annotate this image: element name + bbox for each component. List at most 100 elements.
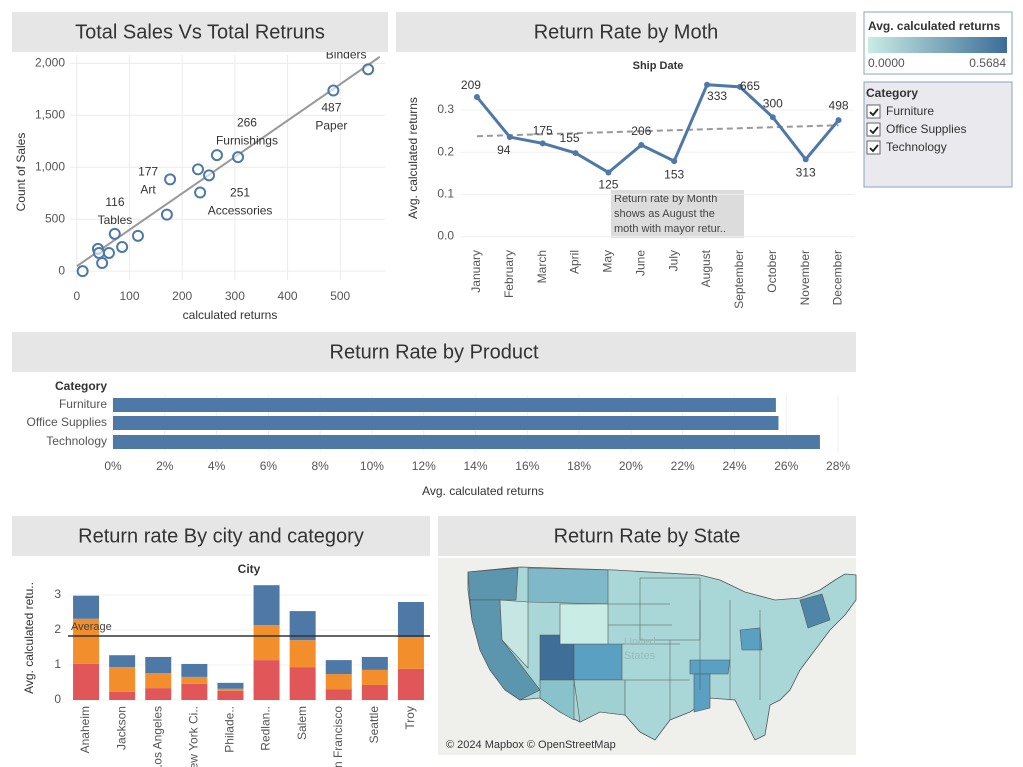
chart-title: Return Rate by Product: [330, 341, 539, 363]
x-tick-label: 10%: [360, 459, 384, 473]
y-tick-label: Furniture: [59, 397, 107, 411]
map-attribution: © 2024 Mapbox © OpenStreetMap: [446, 739, 616, 751]
x-tick-label: 0%: [104, 459, 122, 473]
bar-segment: [217, 690, 244, 700]
state-shape: [539, 679, 575, 721]
checkbox[interactable]: [866, 140, 881, 155]
x-tick-label: June: [633, 250, 647, 276]
bar-segment: [73, 663, 100, 700]
bar-segment: [325, 674, 352, 690]
checkmark: [869, 144, 879, 153]
point: [327, 84, 340, 97]
data-label: 94: [497, 143, 511, 157]
data-label: 498: [829, 98, 849, 112]
state-shape: [527, 567, 609, 605]
filter-item[interactable]: Furniture: [886, 104, 934, 118]
data-label: 333: [707, 89, 727, 103]
title-bar: [12, 332, 856, 372]
bar-segment: [217, 682, 244, 689]
bar-segment: [73, 618, 100, 664]
x-tick-label: 8%: [311, 459, 329, 473]
x-tick-label: 6%: [260, 459, 278, 473]
point: [76, 265, 89, 278]
x-axis-label: Avg. calculated returns: [422, 484, 544, 498]
x-tick-label: Redlan..: [259, 706, 273, 751]
x-tick-label: 20%: [619, 459, 643, 473]
legend-max: 0.5684: [969, 56, 1006, 70]
annotation-text: Return rate by Month: [614, 193, 717, 205]
point: [769, 114, 776, 121]
x-tick-label: Salem: [295, 706, 309, 740]
x-tick-label: October: [765, 250, 779, 293]
point: [108, 227, 121, 240]
point: [605, 169, 612, 176]
x-tick-label: September: [732, 250, 746, 309]
bar-segment: [181, 676, 208, 684]
bar-segment: [109, 667, 136, 692]
y-tick-label: 1,000: [35, 159, 65, 173]
filter-item[interactable]: Technology: [886, 140, 947, 154]
filter-item[interactable]: Office Supplies: [886, 122, 967, 136]
data-label: 175: [533, 124, 553, 138]
bar: [113, 398, 776, 412]
x-tick-label: 12%: [412, 459, 436, 473]
point: [704, 81, 711, 88]
data-label: 153: [664, 167, 684, 181]
state-shape: [499, 599, 529, 669]
reference-label: Average: [71, 621, 112, 633]
point-value-label: 266: [237, 115, 257, 129]
data-label: 313: [796, 166, 816, 180]
point: [102, 246, 115, 259]
y-axis-label: Avg. calculated returns: [406, 97, 420, 219]
annotation-text: shows as August the: [614, 208, 715, 220]
bar-segment: [253, 625, 280, 661]
bar-segment: [361, 684, 388, 700]
point: [192, 163, 205, 176]
point: [572, 150, 579, 157]
point: [802, 156, 809, 163]
x-tick-label: February: [502, 250, 516, 298]
bar-segment: [253, 660, 280, 700]
x-tick-label: Los Angeles: [150, 706, 164, 767]
data-label: 155: [560, 131, 580, 145]
bar-segment: [109, 655, 136, 668]
point-label: Tables: [98, 213, 133, 227]
checkmark: [869, 108, 879, 117]
bar-segment: [325, 660, 352, 675]
point: [203, 169, 216, 182]
bar-segment: [397, 637, 424, 669]
bar-segment: [289, 667, 316, 700]
y-tick-label: 1,500: [35, 107, 65, 121]
y-tick-label: 0.1: [437, 187, 454, 201]
point: [232, 151, 245, 164]
x-tick-label: 300: [225, 289, 245, 303]
bar-segment: [289, 640, 316, 668]
point: [671, 158, 678, 165]
filter-box: [863, 81, 1013, 188]
x-tick-label: 14%: [464, 459, 488, 473]
color-gradient: [868, 37, 1007, 53]
checkbox[interactable]: [866, 104, 881, 119]
point: [160, 208, 173, 221]
filter-title: Category: [866, 86, 918, 100]
checkbox[interactable]: [866, 122, 881, 137]
legend-min: 0.0000: [868, 56, 905, 70]
data-label: 665: [740, 79, 760, 93]
x-tick-label: 24%: [722, 459, 746, 473]
x-tick-label: Anaheim: [78, 706, 92, 753]
bar-segment: [361, 656, 388, 670]
x-axis-label: calculated returns: [183, 308, 278, 322]
trend-line: [476, 124, 839, 138]
y-tick-label: 0.2: [437, 144, 454, 158]
state-border: [608, 600, 761, 720]
state-shape: [689, 659, 731, 675]
y-tick-label: 0: [58, 263, 65, 277]
x-tick-label: 18%: [567, 459, 591, 473]
title-bar: [438, 516, 856, 556]
map-watermark: States: [624, 650, 656, 662]
legend-title: Avg. calculated returns: [868, 19, 1001, 33]
point-value-label: 177: [138, 165, 158, 179]
x-tick-label: 2%: [156, 459, 174, 473]
bar-segment: [73, 595, 100, 619]
